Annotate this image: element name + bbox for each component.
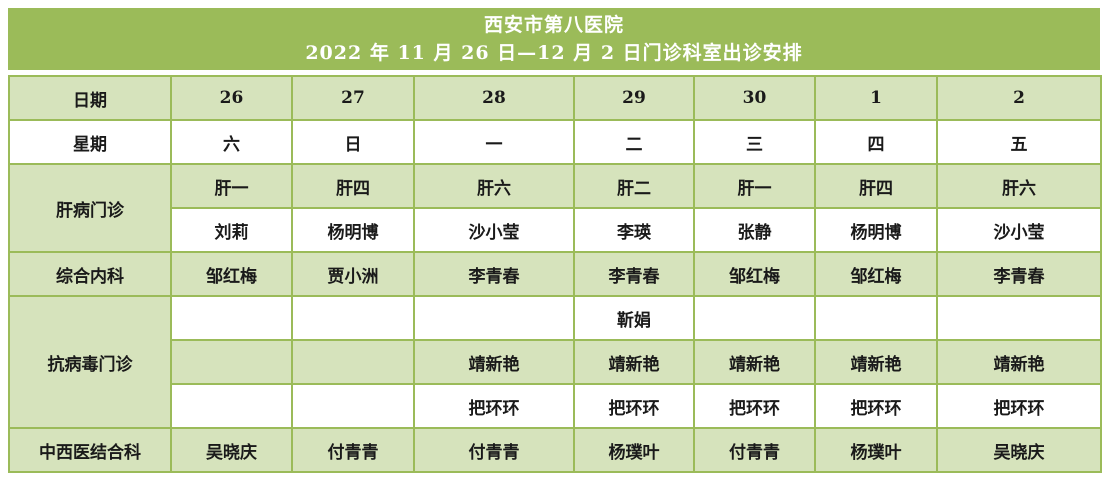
empty-schedule-cell: [413, 295, 575, 341]
general-internal-row: 综合内科 邹红梅 贾小洲 李青春 李青春 邹红梅 邹红梅 李青春: [8, 251, 1102, 297]
doctor-cell: 杨璞叶: [573, 427, 695, 473]
clinic-code-cell: 肝二: [573, 163, 695, 209]
date-cell: 28: [413, 75, 575, 121]
empty-schedule-cell: [936, 295, 1102, 341]
doctor-cell: 吴晓庆: [936, 427, 1102, 473]
weekday-cell: 三: [693, 119, 816, 165]
title-divider: [8, 70, 1100, 75]
empty-schedule-cell: [170, 339, 293, 385]
weekday-cell: 五: [936, 119, 1102, 165]
doctor-cell: 邹红梅: [170, 251, 293, 297]
doctor-cell: 靖新艳: [693, 339, 816, 385]
doctor-cell: 把环环: [814, 383, 938, 429]
clinic-code-cell: 肝六: [413, 163, 575, 209]
doctor-cell: 靖新艳: [413, 339, 575, 385]
weekday-cell: 二: [573, 119, 695, 165]
date-cell: 29: [573, 75, 695, 121]
table-title: 西安市第八医院 2022 年 11 月 26 日—12 月 2 日门诊科室出诊安…: [8, 8, 1100, 70]
row-label-liver-clinic: 肝病门诊: [8, 163, 172, 253]
empty-schedule-cell: [814, 295, 938, 341]
doctor-cell: 李瑛: [573, 207, 695, 253]
doctor-cell: 靖新艳: [936, 339, 1102, 385]
doctor-cell: 杨璞叶: [814, 427, 938, 473]
doctor-cell: 吴晓庆: [170, 427, 293, 473]
weekday-cell: 四: [814, 119, 938, 165]
doctor-cell: 把环环: [936, 383, 1102, 429]
doctor-cell: 李青春: [573, 251, 695, 297]
weekday-cell: 日: [291, 119, 415, 165]
clinic-code-cell: 肝一: [170, 163, 293, 209]
doctor-cell: 付青青: [693, 427, 816, 473]
antiviral-row-3: 把环环 把环环 把环环 把环环 把环环: [9, 383, 1102, 429]
weekday-cell: 一: [413, 119, 575, 165]
weekday-row: 星期 六 日 一 二 三 四 五: [8, 119, 1102, 165]
doctor-cell: 杨明博: [291, 207, 415, 253]
clinic-code-cell: 肝六: [936, 163, 1102, 209]
schedule-table: 日期 26 27 28 29 30 1 2 星期 六 日 一 二 三 四 五 肝…: [8, 75, 1102, 473]
doctor-cell: 李青春: [413, 251, 575, 297]
doctor-cell: 沙小莹: [936, 207, 1102, 253]
row-label-antiviral-clinic: 抗病毒门诊: [8, 295, 172, 429]
doctor-cell: 贾小洲: [291, 251, 415, 297]
empty-schedule-cell: [291, 339, 415, 385]
weekday-cell: 六: [170, 119, 293, 165]
doctor-cell: 靖新艳: [814, 339, 938, 385]
doctor-cell: 付青青: [291, 427, 415, 473]
row-label-week: 星期: [8, 119, 172, 165]
row-label-tcm-western: 中西医结合科: [8, 427, 172, 473]
antiviral-row-2: 靖新艳 靖新艳 靖新艳 靖新艳 靖新艳: [9, 339, 1102, 385]
row-label-general-internal: 综合内科: [8, 251, 172, 297]
doctor-cell: 邹红梅: [693, 251, 816, 297]
doctor-cell: 沙小莹: [413, 207, 575, 253]
antiviral-row-1: 抗病毒门诊 靳娟: [8, 295, 1102, 429]
clinic-code-cell: 肝四: [291, 163, 415, 209]
empty-schedule-cell: [170, 383, 293, 429]
date-cell: 2: [936, 75, 1102, 121]
doctor-cell: 靖新艳: [573, 339, 695, 385]
row-label-date: 日期: [8, 75, 172, 121]
tcm-western-row: 中西医结合科 吴晓庆 付青青 付青青 杨璞叶 付青青 杨璞叶 吴晓庆: [8, 427, 1102, 473]
date-cell: 26: [170, 75, 293, 121]
doctor-cell: 张静: [693, 207, 816, 253]
empty-schedule-cell: [693, 295, 816, 341]
schedule-period: 2022 年 11 月 26 日—12 月 2 日门诊科室出诊安排: [305, 42, 803, 64]
hospital-name: 西安市第八医院: [483, 14, 624, 36]
date-cell: 27: [291, 75, 415, 121]
empty-schedule-cell: [170, 295, 293, 341]
clinic-code-cell: 肝四: [814, 163, 938, 209]
doctor-cell: 把环环: [693, 383, 816, 429]
doctor-cell: 李青春: [936, 251, 1102, 297]
date-cell: 30: [693, 75, 816, 121]
doctor-cell: 刘莉: [170, 207, 293, 253]
doctor-cell: 靳娟: [573, 295, 695, 341]
date-cell: 1: [814, 75, 938, 121]
liver-clinic-doctor-row: 刘莉 杨明博 沙小莹 李瑛 张静 杨明博 沙小莹: [9, 207, 1102, 253]
doctor-cell: 付青青: [413, 427, 575, 473]
doctor-cell: 邹红梅: [814, 251, 938, 297]
doctor-cell: 把环环: [573, 383, 695, 429]
empty-schedule-cell: [291, 295, 415, 341]
date-row: 日期 26 27 28 29 30 1 2: [8, 75, 1102, 121]
liver-clinic-code-row: 肝病门诊 肝一 肝四 肝六 肝二 肝一 肝四 肝六: [8, 163, 1102, 253]
empty-schedule-cell: [291, 383, 415, 429]
doctor-cell: 杨明博: [814, 207, 938, 253]
doctor-cell: 把环环: [413, 383, 575, 429]
clinic-code-cell: 肝一: [693, 163, 816, 209]
